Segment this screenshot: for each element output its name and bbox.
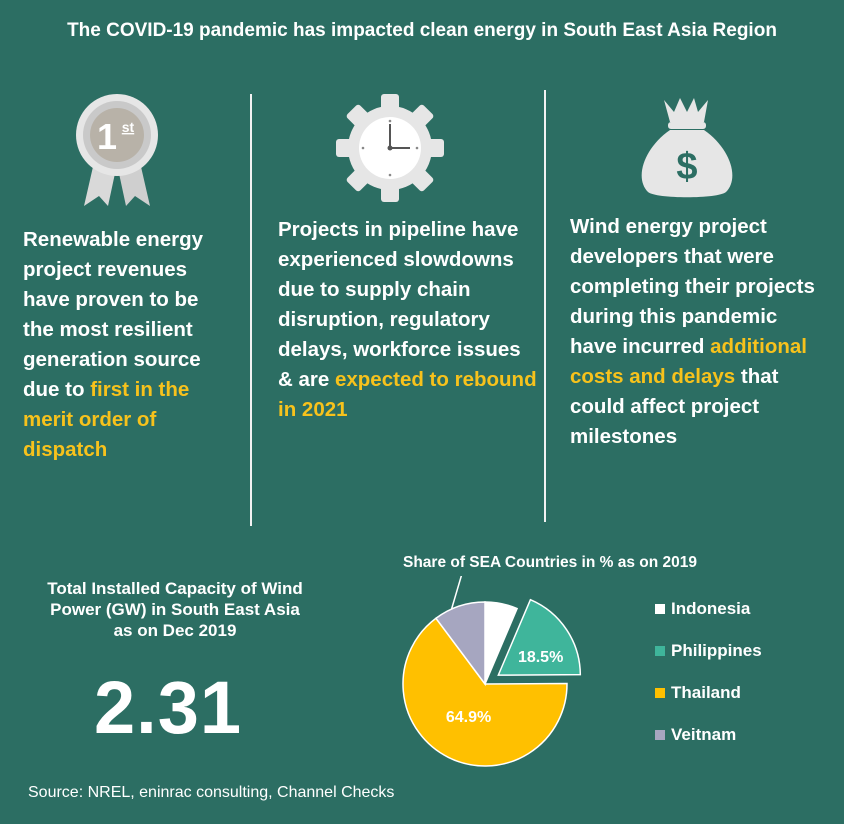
legend-swatch (655, 646, 665, 656)
column-3-highlight: additional costs and delays (570, 335, 807, 388)
column-1-text: Renewable energy project revenues have p… (23, 225, 223, 465)
svg-text:1: 1 (97, 116, 117, 157)
column-divider (544, 90, 546, 522)
capacity-label: Total Installed Capacity of Wind Power (… (47, 579, 303, 640)
pie-slice-veitnam (434, 601, 486, 687)
chart-legend: Indonesia Philippines Thailand Veitnam (655, 588, 762, 756)
legend-label: Thailand (671, 683, 741, 702)
svg-text:st: st (122, 119, 135, 135)
legend-swatch (655, 730, 665, 740)
pie-leader-line (450, 576, 463, 610)
legend-label: Philippines (671, 641, 762, 660)
pie-chart: 6.4%18.5%64.9%10.2% (402, 576, 582, 767)
chart-title: Share of SEA Countries in % as on 2019 (402, 554, 697, 571)
legend-swatch (655, 688, 665, 698)
pie-slice-philippines (497, 598, 582, 676)
legend-swatch (655, 604, 665, 614)
column-2-highlight: expected to rebound in 2021 (278, 368, 537, 421)
column-3-after: that could affect project milestones (570, 365, 779, 448)
legend-item-veitnam: Veitnam (655, 714, 762, 756)
pie-slice-thailand (402, 617, 568, 767)
legend-item-indonesia: Indonesia (655, 588, 762, 630)
svg-text:$: $ (676, 146, 697, 188)
column-2-plain: Projects in pipeline have experienced sl… (278, 218, 521, 391)
legend-item-thailand: Thailand (655, 672, 762, 714)
capacity-value: 2.31 (94, 666, 243, 749)
column-divider (250, 94, 252, 526)
source-note: Source: NREL, eninrac consulting, Channe… (28, 784, 395, 801)
legend-label: Veitnam (671, 725, 737, 744)
legend-label: Indonesia (671, 599, 751, 618)
pie-label-philippines: 18.5% (518, 649, 563, 666)
column-1-plain: Renewable energy project revenues have p… (23, 228, 204, 401)
column-3-plain: Wind energy project developers that were… (570, 215, 815, 358)
column-3-text: Wind energy project developers that were… (570, 212, 828, 452)
pie-label-thailand: 64.9% (446, 709, 491, 726)
gear-clock-icon (336, 94, 444, 202)
legend-item-philippines: Philippines (655, 630, 762, 672)
column-1-highlight: first in the merit order of dispatch (23, 378, 190, 461)
column-2-text: Projects in pipeline have experienced sl… (278, 215, 540, 425)
badge-text: 1 st (97, 116, 135, 157)
money-bag-icon: $ (641, 98, 733, 198)
medal-icon: 1 st (76, 94, 158, 206)
page-title: The COVID-19 pandemic has impacted clean… (67, 20, 777, 41)
